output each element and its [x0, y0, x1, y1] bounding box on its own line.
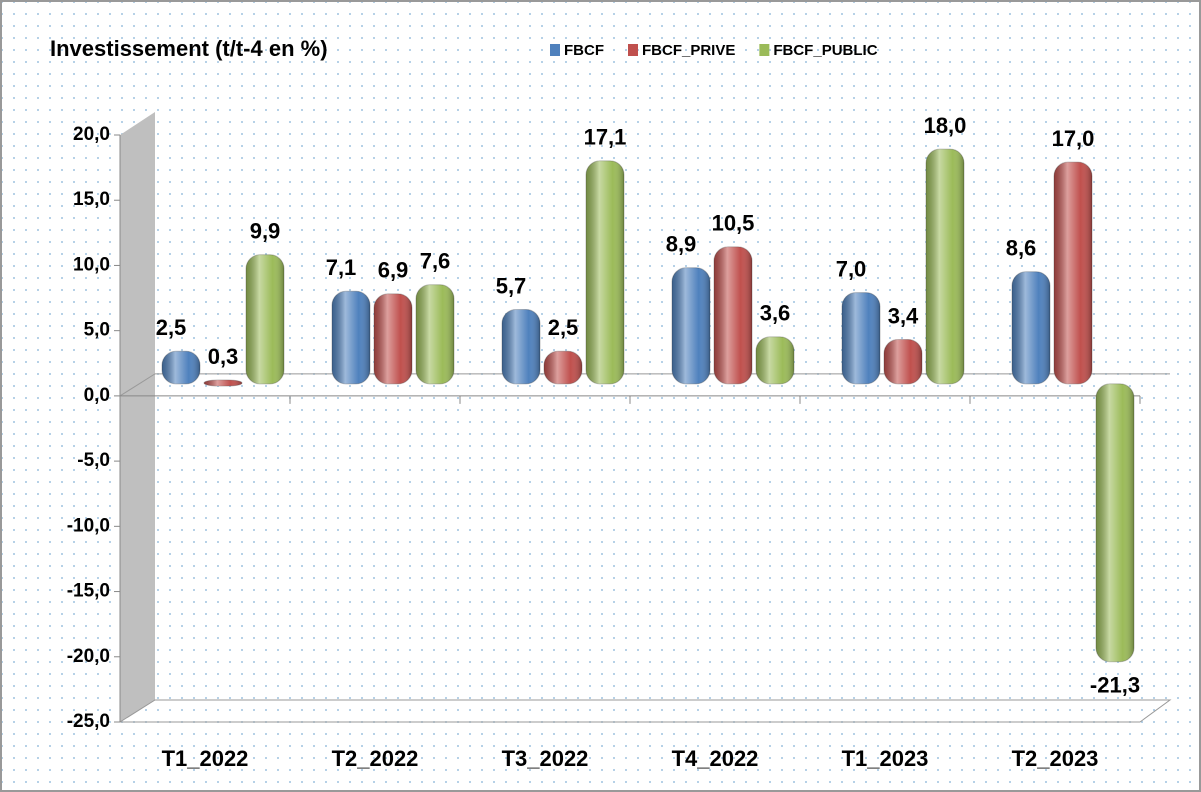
- y-tick-label: 15,0: [73, 189, 110, 210]
- bar-shine: [162, 351, 200, 384]
- value-label: 3,6: [760, 301, 791, 326]
- chart-title: Investissement (t/t-4 en %): [50, 36, 328, 61]
- value-label: 5,7: [496, 273, 527, 298]
- x-tick-label: T4_2022: [672, 746, 759, 771]
- legend-label: FBCF_PRIVE: [642, 42, 735, 59]
- bar-shine: [756, 336, 794, 384]
- y-tick-label: -15,0: [67, 581, 110, 602]
- value-label: 17,1: [584, 125, 627, 150]
- x-tick-label: T1_2023: [842, 746, 929, 771]
- y-tick-label: 10,0: [73, 254, 110, 275]
- bar-shine: [926, 149, 964, 384]
- bar-shine: [374, 293, 412, 384]
- value-label: 6,9: [378, 258, 409, 283]
- value-label: 3,4: [888, 303, 919, 328]
- bar-shine: [714, 246, 752, 384]
- bar-shine: [1054, 162, 1092, 384]
- value-label: -21,3: [1090, 673, 1140, 698]
- value-label: 7,1: [326, 255, 357, 280]
- x-tick-label: T1_2022: [162, 746, 249, 771]
- y-tick-label: 0,0: [84, 385, 110, 406]
- legend: FBCF FBCF_PRIVE FBCF_PUBLIC: [550, 42, 878, 59]
- bar-shine: [332, 291, 370, 384]
- legend-label: FBCF: [564, 42, 604, 59]
- bar-shine: [204, 379, 242, 386]
- legend-swatch: [550, 44, 560, 56]
- y-tick-label: -20,0: [67, 646, 110, 667]
- x-tick-label: T3_2022: [502, 746, 589, 771]
- bar-shine: [416, 284, 454, 384]
- bar-shine: [502, 309, 540, 384]
- y-tick-label: -25,0: [67, 711, 110, 732]
- legend-swatch: [759, 44, 770, 56]
- bar-shine: [246, 254, 284, 384]
- x-tick-label: T2_2023: [1012, 746, 1099, 771]
- value-label: 8,6: [1006, 236, 1037, 261]
- bar-shine: [842, 292, 880, 384]
- bar-shine: [884, 339, 922, 384]
- value-label: 7,0: [836, 256, 867, 281]
- bar-shine: [1096, 383, 1134, 662]
- legend-label: FBCF_PUBLIC: [773, 42, 877, 59]
- value-label: 17,0: [1052, 126, 1095, 151]
- bar-shine: [1012, 271, 1050, 384]
- value-label: 8,9: [666, 232, 697, 257]
- zero-line: [119, 373, 1170, 397]
- y-tick-label: 5,0: [84, 320, 110, 341]
- value-label: 2,5: [548, 315, 579, 340]
- floor: [118, 699, 1172, 723]
- bar-shine: [672, 267, 710, 384]
- value-label: 7,6: [420, 249, 451, 274]
- value-label: 2,5: [156, 315, 187, 340]
- value-label: 0,3: [208, 344, 239, 369]
- y-tick-label: -5,0: [77, 450, 110, 471]
- value-label: 18,0: [924, 113, 967, 138]
- side-wall: [120, 112, 155, 722]
- value-label: 10,5: [712, 211, 755, 236]
- value-label: 9,9: [250, 219, 281, 244]
- y-tick-label: -10,0: [67, 515, 110, 536]
- bar-shine: [586, 160, 624, 384]
- legend-swatch: [628, 44, 638, 56]
- x-tick-label: T2_2022: [332, 746, 419, 771]
- bar-shine: [544, 351, 582, 384]
- y-tick-label: 20,0: [73, 124, 110, 145]
